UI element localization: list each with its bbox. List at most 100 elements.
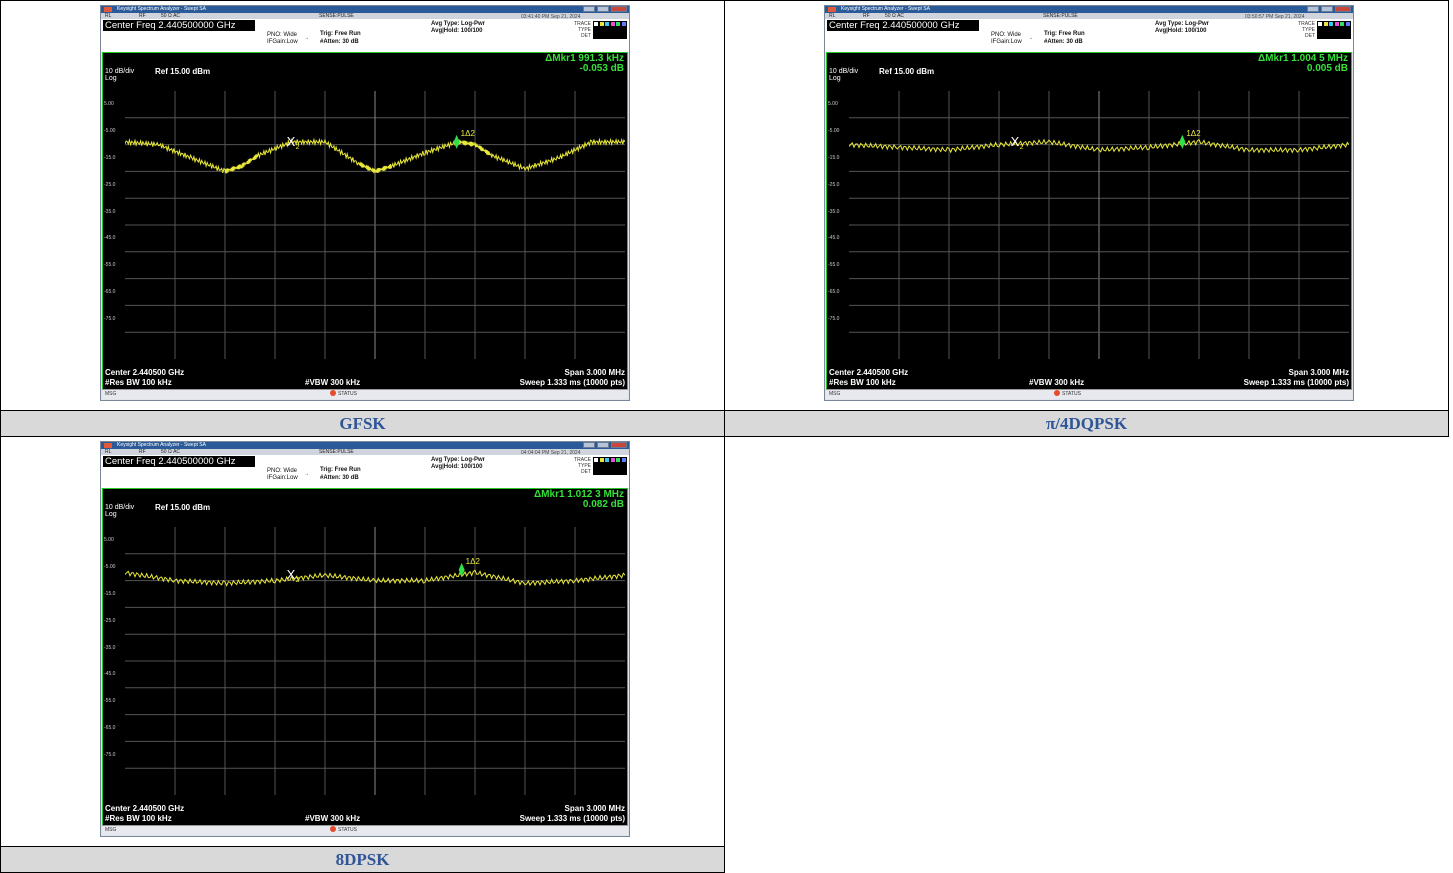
trace-slot	[616, 458, 620, 462]
type-label: TYPE	[577, 27, 591, 33]
close-button[interactable]	[611, 442, 627, 448]
center-freq-readout[interactable]: Center Freq 2.440500000 GHz	[827, 20, 979, 31]
pno-readout: PNO: Wide	[267, 32, 298, 38]
trigger-arrow-icon: →	[304, 471, 309, 477]
trace-indicator-box	[593, 21, 627, 39]
impedance-indicator: 50 Ω AC	[885, 13, 905, 19]
y-tick-label: -25.0	[828, 181, 840, 188]
delta-marker-level: 0.005 dB	[1306, 63, 1348, 74]
reference-marker[interactable]: X	[287, 134, 296, 149]
scale-label: 10 dB/div	[829, 68, 859, 75]
status-indicator[interactable]: STATUS	[330, 390, 357, 399]
delta-marker-diamond[interactable]	[458, 562, 465, 577]
y-tick-label: -65.0	[104, 289, 116, 295]
status-strip: RL RF 50 Ω AC SENSE:PULSE	[101, 13, 629, 19]
trace-slot	[1329, 22, 1333, 26]
rf-indicator: RF	[139, 13, 146, 19]
sense-indicator: SENSE:PULSE	[319, 13, 354, 19]
rf-indicator: RF	[863, 13, 870, 19]
y-tick-label: 5.00	[104, 101, 114, 108]
minimize-button[interactable]	[583, 6, 595, 12]
avg-type-readout: Avg Type: Log-Pwr	[431, 21, 485, 27]
close-button[interactable]	[1335, 6, 1351, 12]
sweep-label: Sweep 1.333 ms (10000 pts)	[519, 378, 625, 387]
vbw-label: #VBW 300 kHz	[1029, 378, 1085, 387]
delta-marker-diamond[interactable]	[453, 134, 460, 149]
span-label: Span 3.000 MHz	[1288, 368, 1349, 377]
title-bar: Keysight Spectrum Analyzer - Swept SA	[101, 6, 629, 13]
y-tick-label: -35.0	[828, 208, 840, 215]
atten-readout: #Atten: 30 dB	[1044, 39, 1083, 45]
ifgain-readout: IFGain:Low	[267, 39, 298, 45]
trace-label: TRACE	[1298, 21, 1315, 27]
caption-pi4dqpsk: π/4DQPSK	[724, 410, 1449, 437]
atten-readout: #Atten: 30 dB	[320, 39, 359, 45]
pno-readout: PNO: Wide	[991, 32, 1022, 38]
center-freq-readout[interactable]: Center Freq 2.440500000 GHz	[103, 20, 255, 31]
log-label: Log	[105, 511, 117, 518]
trigger-arrow-icon: →	[1028, 35, 1033, 41]
delta-marker-readout: ΔMkr1 991.3 kHz -0.053 dB	[545, 54, 624, 74]
reference-marker[interactable]: X	[1011, 134, 1020, 149]
trace-slot	[1345, 22, 1350, 26]
log-label: Log	[829, 75, 841, 82]
status-label: STATUS	[338, 827, 357, 833]
spectrum-display: ΔMkr1 1.012 3 MHz 0.082 dB 10 dB/div Log…	[102, 488, 628, 828]
maximize-button[interactable]	[1321, 6, 1333, 12]
minimize-button[interactable]	[1307, 6, 1319, 12]
y-tick-label: -25.0	[104, 617, 116, 624]
trace-slot	[621, 458, 626, 462]
avg-type-readout: Avg Type: Log-Pwr	[1155, 21, 1209, 27]
impedance-indicator: 50 Ω AC	[161, 13, 181, 19]
vbw-label: #VBW 300 kHz	[305, 378, 361, 387]
delta-marker-diamond[interactable]	[1179, 134, 1186, 149]
reference-marker-sub: 2	[1020, 144, 1024, 151]
plot-area[interactable]: X 2 1Δ2	[125, 91, 625, 359]
center-label: Center 2.440500 GHz	[105, 804, 185, 813]
trace-slot	[621, 22, 626, 26]
maximize-button[interactable]	[597, 6, 609, 12]
trace-slot	[605, 458, 609, 462]
panel-cell-pi4dqpsk: Keysight Spectrum Analyzer - Swept SA RL…	[724, 0, 1449, 411]
delta-marker-freq: ΔMkr1 1.012 3 MHz	[533, 489, 624, 500]
det-label: DET	[581, 33, 591, 39]
rl-indicator: RL	[829, 13, 836, 19]
delta-marker-label: 1Δ2	[466, 557, 481, 566]
y-tick-label: -55.0	[104, 698, 116, 705]
plot-area[interactable]: X 2 1Δ2	[849, 91, 1349, 359]
title-bar: Keysight Spectrum Analyzer - Swept SA	[101, 442, 629, 449]
y-tick-label: -75.0	[828, 315, 840, 322]
plot-area[interactable]: X 2 1Δ2	[125, 527, 625, 795]
trace-label: TRACE	[574, 21, 591, 27]
status-label: STATUS	[1062, 391, 1081, 397]
trace-slot	[610, 458, 615, 462]
reference-marker[interactable]: X	[287, 567, 296, 582]
spectrum-chart: X 2 1Δ2	[849, 91, 1349, 359]
delta-marker-level: 0.082 dB	[582, 499, 624, 510]
center-freq-readout[interactable]: Center Freq 2.440500000 GHz	[103, 456, 255, 467]
vbw-label: #VBW 300 kHz	[305, 814, 361, 823]
status-indicator[interactable]: STATUS	[330, 826, 357, 835]
y-tick-label: 5.00	[828, 101, 838, 108]
y-tick-label: -5.00	[104, 564, 116, 571]
y-tick-label: -15.0	[104, 155, 116, 161]
caption-8dpsk: 8DPSK	[0, 846, 725, 873]
scale-label: 10 dB/div	[105, 504, 135, 511]
close-button[interactable]	[611, 6, 627, 12]
status-indicator[interactable]: STATUS	[1054, 390, 1081, 399]
msg-label: MSG	[105, 391, 117, 397]
y-tick-label: -45.0	[828, 235, 840, 242]
msg-label: MSG	[829, 391, 841, 397]
trace-slot	[1334, 22, 1339, 26]
rbw-label: #Res BW 100 kHz	[105, 814, 172, 823]
spectrum-window: Keysight Spectrum Analyzer - Swept SA RL…	[100, 441, 630, 837]
avg-hold-readout: Avg|Hold: 100/100	[431, 28, 483, 34]
maximize-button[interactable]	[597, 442, 609, 448]
center-label: Center 2.440500 GHz	[829, 368, 909, 377]
rl-indicator: RL	[105, 13, 112, 19]
spectrum-chart: X 2 1Δ2	[125, 527, 625, 795]
window-title: Keysight Spectrum Analyzer - Swept SA	[117, 442, 206, 448]
type-label: TYPE	[1301, 27, 1315, 33]
trace-slot	[1323, 22, 1328, 26]
minimize-button[interactable]	[583, 442, 595, 448]
